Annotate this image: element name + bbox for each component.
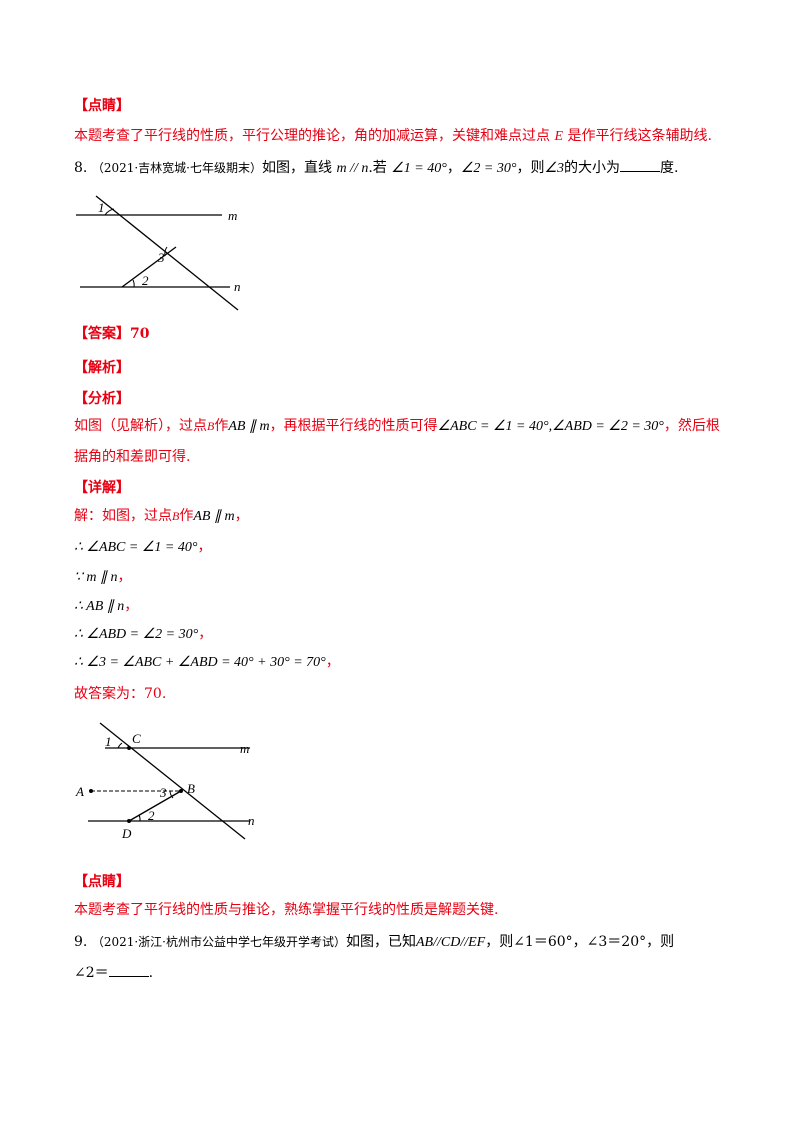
q9-answer-blank [108,962,149,977]
detail-heading: 【详解】 [74,480,130,496]
fenxi-equation: ∠ABC = ∠1 = 40°,∠ABD = ∠2 = 30° [437,419,664,434]
q8-then: ，则 [516,160,545,176]
figure-1: 1 3 2 m n [76,195,241,311]
answer-line: 【答案】70 [74,324,149,344]
answer-heading: 【答案】 [74,326,130,342]
detail-step0-b: 作 [179,508,194,524]
detail-step1-math: ∴ ∠ABC = ∠1 = 40° [74,540,198,555]
answer-value: 70 [130,326,150,342]
fig2-label-n: n [248,813,255,828]
fenxi-line-2: 据角的和差即可得. [74,449,191,465]
detail-step-0: 解：如图，过点B作AB ∥ m， [74,506,249,527]
fig2-label-a: A [75,784,84,799]
detail-step-5: ∴ ∠3 = ∠ABC + ∠ABD = 40° + 30° = 70°， [74,652,340,673]
detail-step0-a: 解：如图，过点 [74,508,172,524]
q8-answer-blank [620,157,661,172]
dianjing-text-1: 本题考查了平行线的性质，平行公理的推论，角的加减运算，关键和难点过点 E 是作平… [74,126,712,147]
q9-angle2: ∠2＝ [74,965,109,981]
q9-parallels: AB//CD//EF [415,935,486,950]
question-9: 9. （2021·浙江·杭州市公益中学七年级开学考试）如图，已知AB//CD//… [74,932,674,953]
detail-step2-sep: ， [117,569,132,585]
detail-step0-ab-m: AB ∥ m [193,509,235,524]
detail-step-4: ∴ ∠ABD = ∠2 = 30°， [74,624,212,645]
q9-number: 9. [74,934,88,950]
fenxi-ab-parallel-m: AB ∥ m [228,419,270,434]
figure-2: 1 3 2 C A B D m n [75,722,255,841]
analysis-heading: 【解析】 [74,360,130,376]
q8-angle2: ∠2 = 30° [460,161,517,176]
q8-parallel: m // n [336,161,369,176]
detail-step4-math: ∴ ∠ABD = ∠2 = 30° [74,627,199,642]
fig2-label-b: B [187,781,195,796]
question-8: 8. （2021·吉林宽城·七年级期末）如图，直线 m // n.若 ∠1 = … [74,157,678,179]
detail-step-2: ∵ m ∥ n， [74,567,132,588]
detail-step3-math: ∴ AB ∥ n [74,599,125,614]
dianjing-text-1-end: 是作平行线这条辅助线. [567,128,712,144]
fenxi-text-c: ，再根据平行线的性质可得 [269,418,438,434]
detail-step5-math: ∴ ∠3 = ∠ABC + ∠ABD = 40° + 30° = 70° [74,655,326,670]
fig2-label-2: 2 [148,808,155,823]
q8-mid: .若 [368,160,387,176]
detail-step1-sep: ， [197,539,212,555]
dianjing-heading-1: 【点睛】 [74,98,130,114]
fenxi-text-d: ，然后根 [663,418,720,434]
fig2-label-1: 1 [105,734,112,749]
detail-step0-c: ， [234,508,249,524]
fig1-label-n: n [234,279,241,294]
fenxi-text-b: 作 [214,418,229,434]
fig2-label-d: D [121,826,132,841]
q8-lead: 如图，直线 [261,160,332,176]
fig2-label-3: 3 [159,785,167,800]
q8-angle3: ∠3 [544,161,565,176]
detail-final: 故答案为：70. [74,686,167,702]
q8-end: 的大小为 [564,160,621,176]
q8-angle1: ∠1 = 40° [391,161,447,176]
detail-step-1: ∴ ∠ABC = ∠1 = 40°， [74,537,211,558]
q8-unit: 度. [660,160,679,176]
fenxi-line-1: 如图（见解析），过点B作AB ∥ m，再根据平行线的性质可得∠ABC = ∠1 … [74,416,720,437]
detail-step0-point: B [172,509,180,523]
q9-mid: ，则∠1＝60°，∠3＝20°，则 [485,934,675,950]
question-9-line-2: ∠2＝. [74,962,153,983]
fig1-label-1: 1 [98,200,105,215]
q8-source: （2021·吉林宽城·七年级期末） [91,161,262,175]
point-e: E [554,129,564,144]
q8-comma: ， [446,160,461,176]
fig2-label-c: C [132,731,141,746]
fig2-label-m: m [240,741,249,756]
detail-step3-sep: ， [124,598,139,614]
fenxi-point-b: B [207,419,215,433]
fig1-label-m: m [228,208,237,223]
dianjing-heading-2: 【点睛】 [74,874,130,890]
fenxi-heading: 【分析】 [74,391,130,407]
detail-step5-sep: ， [325,654,340,670]
detail-step-3: ∴ AB ∥ n， [74,596,138,617]
detail-step2-math: ∵ m ∥ n [74,570,118,585]
dianjing-text-2: 本题考查了平行线的性质与推论，熟练掌握平行线的性质是解题关键. [74,902,499,918]
detail-step4-sep: ， [198,626,213,642]
q9-end: . [148,965,154,981]
q9-lead: 如图，已知 [345,934,416,950]
fenxi-text-a: 如图（见解析），过点 [74,418,207,434]
fig1-label-2: 2 [142,273,149,288]
dianjing-text-1-main: 本题考查了平行线的性质，平行公理的推论，角的加减运算，关键和难点过点 [74,128,550,144]
q9-source: （2021·浙江·杭州市公益中学七年级开学考试） [91,935,346,949]
fig1-label-3: 3 [157,250,165,265]
q8-number: 8. [74,160,88,176]
